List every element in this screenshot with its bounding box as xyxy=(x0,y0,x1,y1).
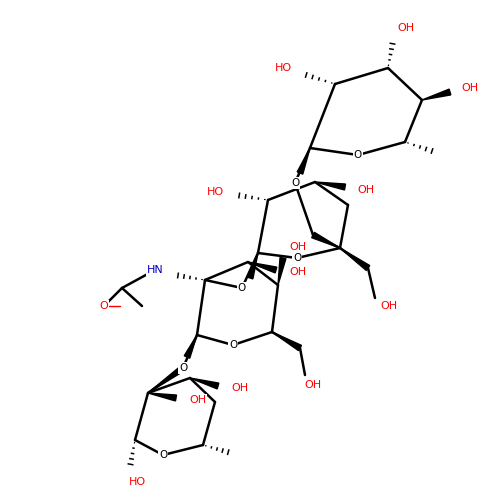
Polygon shape xyxy=(272,332,302,350)
Polygon shape xyxy=(148,393,176,401)
Polygon shape xyxy=(315,182,346,190)
Text: HO: HO xyxy=(274,63,291,73)
Polygon shape xyxy=(278,258,286,285)
Polygon shape xyxy=(340,248,370,270)
Text: OH: OH xyxy=(232,383,248,393)
Text: O: O xyxy=(100,301,108,311)
Polygon shape xyxy=(422,89,451,100)
Text: O: O xyxy=(354,150,362,160)
Text: O: O xyxy=(291,178,299,188)
Text: OH: OH xyxy=(190,395,206,405)
Text: OH: OH xyxy=(358,185,374,195)
Polygon shape xyxy=(248,262,277,273)
Text: OH: OH xyxy=(380,301,398,311)
Text: HN: HN xyxy=(146,265,164,275)
Text: O: O xyxy=(229,340,237,350)
Text: OH: OH xyxy=(290,242,306,252)
Polygon shape xyxy=(148,366,184,393)
Polygon shape xyxy=(184,335,197,358)
Polygon shape xyxy=(190,378,219,389)
Text: O: O xyxy=(159,450,167,460)
Text: O: O xyxy=(179,363,187,373)
Polygon shape xyxy=(297,148,310,174)
Text: O: O xyxy=(293,253,301,263)
Text: O: O xyxy=(238,283,246,293)
Polygon shape xyxy=(247,253,258,279)
Polygon shape xyxy=(312,232,340,248)
Text: OH: OH xyxy=(304,380,322,390)
Text: HO: HO xyxy=(128,477,146,487)
Text: OH: OH xyxy=(398,23,414,33)
Text: OH: OH xyxy=(462,83,478,93)
Text: HO: HO xyxy=(206,187,224,197)
Text: OH: OH xyxy=(290,267,306,277)
